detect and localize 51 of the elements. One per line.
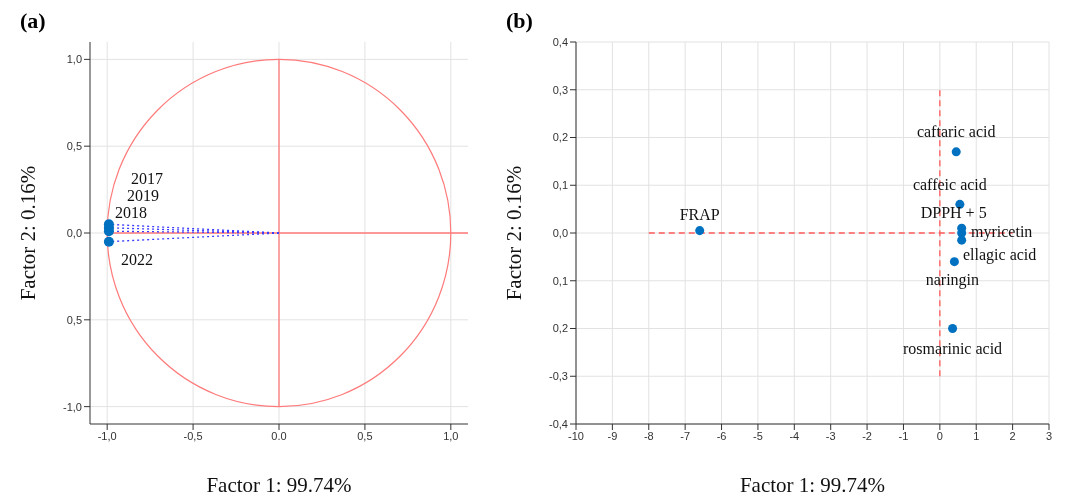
x-tick-label: -4 (789, 429, 800, 442)
x-tick-label: -1 (898, 429, 909, 442)
text: 2017 (130, 169, 163, 187)
x-tick-label: -1,0 (97, 429, 117, 442)
x-tick-label: 1,0 (443, 429, 459, 442)
annotation: caffeic acid (912, 176, 987, 194)
series-label: 2022 (120, 251, 153, 269)
annotation: myricetin (971, 222, 1033, 241)
y-tick-label: 0,1 (552, 274, 568, 287)
x-tick-label: -3 (825, 429, 836, 442)
x-tick-label: 3 (1045, 429, 1053, 442)
x-tick-label: 1 (973, 429, 980, 442)
x-tick-label: -6 (716, 429, 727, 442)
y-axis-title: Factor 2: 0.16% (502, 165, 527, 301)
series-label: 2019 (126, 187, 159, 205)
x-axis-title: Factor 1: 99.74% (206, 473, 352, 497)
series-label: 2018 (114, 203, 147, 221)
y-tick-label: 0,0 (66, 226, 82, 239)
x-tick-label: 0,5 (357, 429, 373, 442)
x-tick-label: -10 (568, 429, 584, 442)
x-tick-label: -7 (680, 429, 691, 442)
chart-title: (a) (19, 8, 47, 34)
x-tick-label: 0.0 (271, 429, 287, 442)
y-tick-label: -0,4 (549, 417, 568, 430)
y-tick-label: 1,0 (66, 53, 82, 66)
x-tick-label: 2 (1009, 429, 1016, 442)
annotation: FRAP (679, 206, 720, 224)
x-tick-label: -0,5 (183, 429, 203, 442)
y-tick-label: 0,5 (66, 140, 82, 153)
annotation: caftaric acid (916, 123, 996, 141)
y-tick-label: 0,5 (66, 313, 82, 326)
annotation: ellagic acid (963, 245, 1037, 264)
annotation: DPPH + 5 (920, 203, 987, 221)
y-axis-title: Factor 2: 0.16% (16, 165, 41, 301)
annotation: rosmarinic acid (903, 340, 1003, 358)
x-tick-label: 0 (936, 429, 943, 442)
y-tick-label: 0,0 (552, 226, 568, 239)
x-axis-title: Factor 1: 99.74% (739, 473, 886, 497)
y-tick-label: 0,2 (552, 322, 568, 335)
y-tick-label: 0,2 (552, 131, 568, 144)
annotation: naringin (925, 271, 980, 290)
y-tick-label: -0,3 (549, 370, 568, 383)
x-tick-label: -8 (643, 429, 654, 442)
chart-title: (b) (505, 8, 534, 34)
x-tick-label: -5 (753, 429, 763, 442)
y-tick-label: 0,4 (552, 35, 568, 48)
y-tick-label: 0,1 (552, 179, 568, 192)
x-tick-label: -9 (607, 429, 618, 442)
y-tick-label: -1,0 (63, 400, 82, 413)
y-tick-label: 0,3 (552, 83, 568, 96)
x-tick-label: -2 (862, 429, 872, 442)
